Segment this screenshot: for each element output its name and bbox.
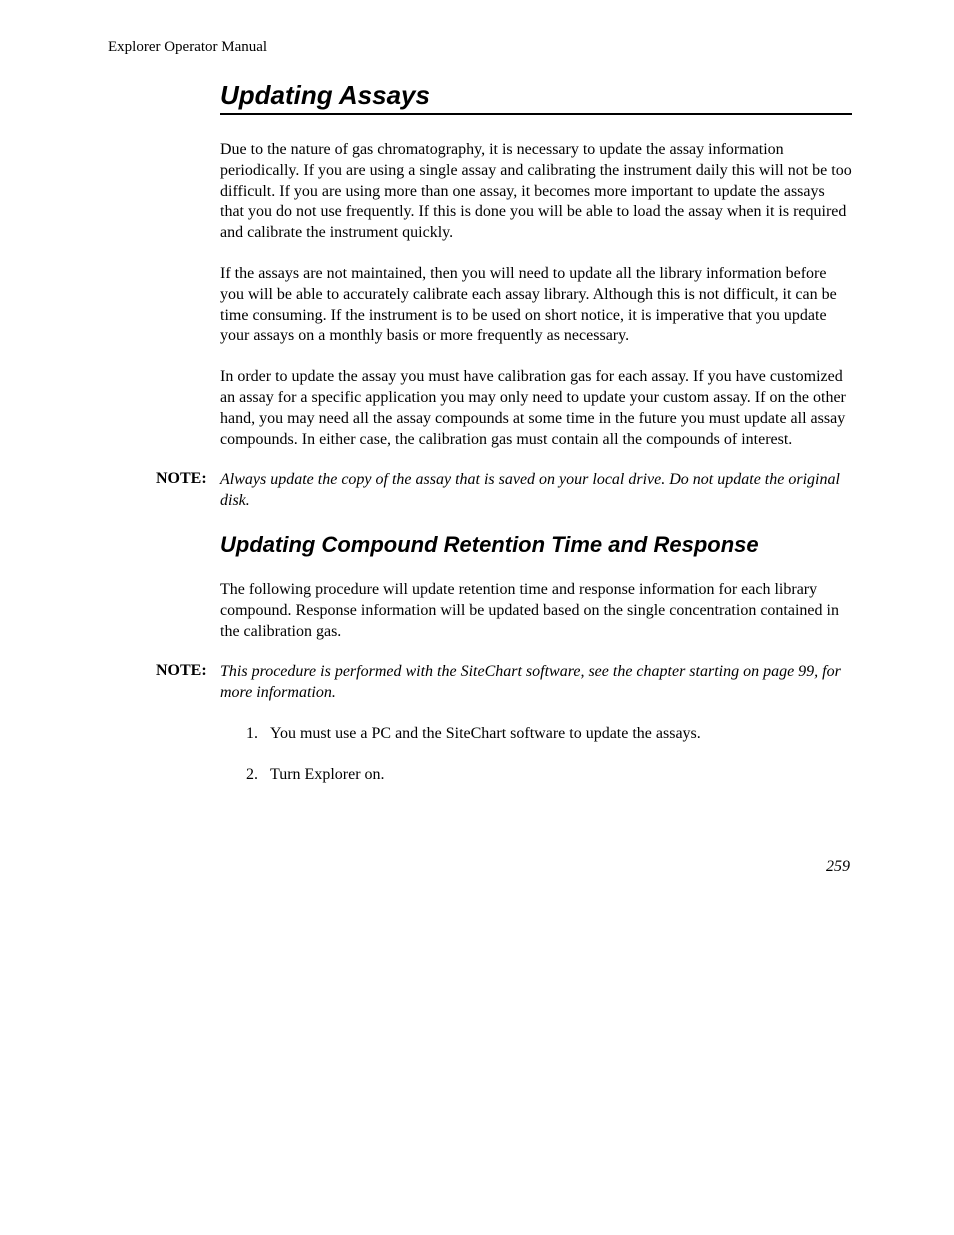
- note-2-text: This procedure is performed with the Sit…: [220, 662, 852, 704]
- sub-title: Updating Compound Retention Time and Res…: [220, 532, 852, 558]
- content-body: Due to the nature of gas chromatography,…: [220, 140, 852, 806]
- step-1-text: You must use a PC and the SiteChart soft…: [270, 724, 701, 745]
- note-1: NOTE: Always update the copy of the assa…: [220, 470, 852, 512]
- page-number: 259: [826, 858, 850, 876]
- step-1-num: 1.: [246, 724, 270, 745]
- step-2-num: 2.: [246, 765, 270, 786]
- note-1-text: Always update the copy of the assay that…: [220, 470, 852, 512]
- step-2-text: Turn Explorer on.: [270, 765, 385, 786]
- step-2: 2. Turn Explorer on.: [246, 765, 852, 786]
- note-1-label: NOTE:: [156, 470, 220, 512]
- note-2-label: NOTE:: [156, 662, 220, 704]
- paragraph-3: In order to update the assay you must ha…: [220, 367, 852, 450]
- step-1: 1. You must use a PC and the SiteChart s…: [246, 724, 852, 745]
- header-text: Explorer Operator Manual: [108, 39, 267, 56]
- note-2: NOTE: This procedure is performed with t…: [220, 662, 852, 704]
- paragraph-2: If the assays are not maintained, then y…: [220, 264, 852, 347]
- paragraph-4: The following procedure will update rete…: [220, 580, 852, 642]
- paragraph-1: Due to the nature of gas chromatography,…: [220, 140, 852, 244]
- main-title: Updating Assays: [220, 80, 852, 115]
